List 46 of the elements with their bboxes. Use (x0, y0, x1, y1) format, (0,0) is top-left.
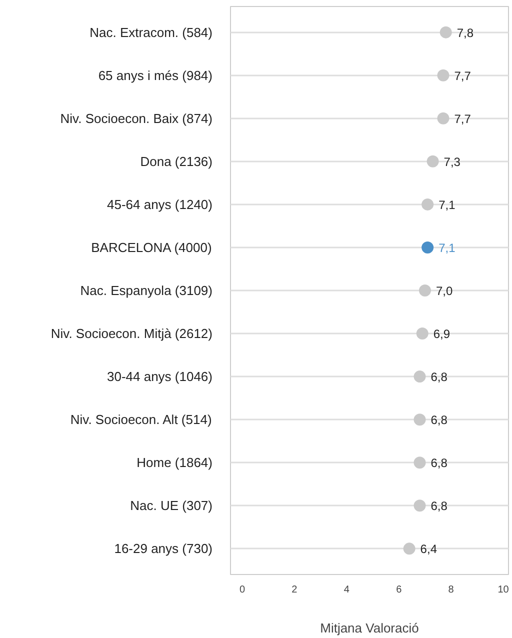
y-tick-label: BARCELONA (4000) (91, 240, 212, 255)
y-tick-label: Nac. Espanyola (3109) (80, 283, 213, 298)
point (416, 328, 428, 340)
y-tick-label: Niv. Socioecon. Mitjà (2612) (50, 326, 213, 342)
point (414, 370, 426, 383)
point (414, 456, 426, 469)
point (414, 414, 426, 426)
y-tick-label: 65 anys i més (984) (98, 68, 213, 83)
x-tick-label: 4 (344, 584, 350, 596)
data-label: 7,3 (444, 154, 461, 169)
point (437, 112, 450, 124)
data-label: 6,8 (430, 456, 448, 470)
point (437, 69, 450, 82)
data-label: 6,8 (430, 499, 448, 514)
point (440, 26, 452, 38)
data-label: 7,0 (436, 284, 453, 298)
point (422, 241, 434, 254)
y-tick-label: 16-29 anys (730) (114, 541, 212, 556)
y-tick-label: Home (1864) (136, 455, 213, 470)
x-axis-title: Mitjana Valoració (320, 620, 419, 636)
x-tick-label: 6 (396, 584, 402, 596)
point (414, 500, 426, 512)
y-tick-label: Niv. Socioecon. Alt (514) (70, 412, 212, 428)
y-tick-label: Nac. Extracom. (584) (90, 24, 213, 40)
x-tick-label: 8 (448, 584, 454, 596)
data-label: 6,4 (420, 542, 438, 556)
data-label: 7,8 (456, 26, 474, 40)
y-tick-label: Nac. UE (307) (130, 498, 213, 514)
point (418, 284, 431, 296)
y-tick-label: Niv. Socioecon. Baix (874) (60, 110, 212, 126)
data-label: 6,8 (430, 370, 448, 384)
x-tick-label: 0 (239, 584, 246, 596)
data-label: 7,1 (438, 240, 456, 255)
data-label: 7,1 (438, 198, 456, 212)
data-label: 6,8 (430, 413, 448, 428)
data-label: 7,7 (454, 112, 472, 126)
x-tick-label: 10 (498, 584, 510, 596)
point (426, 155, 439, 168)
point (403, 542, 416, 555)
y-tick-label: Dona (2136) (140, 154, 213, 169)
data-label: 7,7 (454, 68, 472, 83)
point (422, 198, 434, 210)
y-tick-label: 45-64 anys (1240) (106, 196, 213, 212)
data-label: 6,9 (433, 327, 450, 342)
x-tick-label: 2 (292, 584, 298, 596)
y-tick-label: 30-44 anys (1046) (106, 369, 213, 384)
